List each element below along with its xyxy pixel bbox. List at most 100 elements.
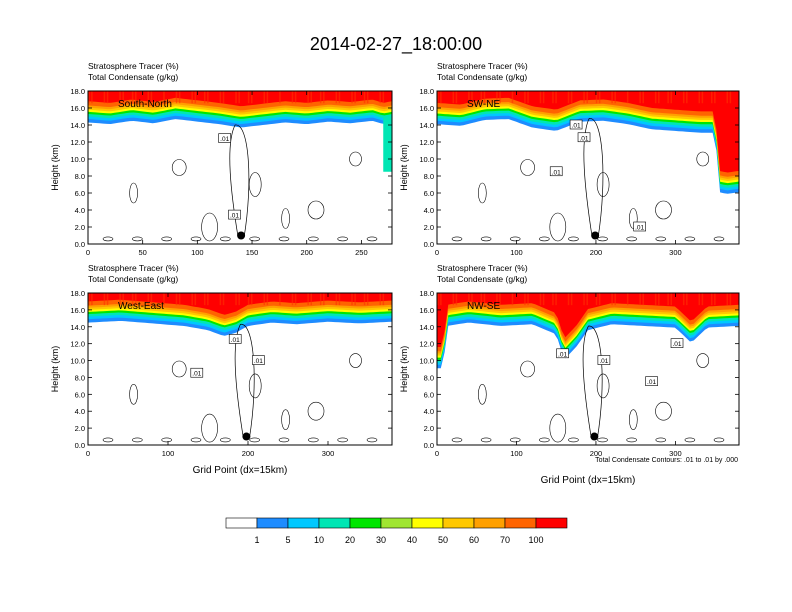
plot-frame xyxy=(87,292,393,446)
y-tick-label: 0.0 xyxy=(424,441,434,450)
colorbar-label: 100 xyxy=(528,535,543,545)
tracer-streak xyxy=(178,293,181,306)
tracer-streak xyxy=(91,91,93,104)
tracer-streak xyxy=(119,293,121,306)
x-tick-label: 0 xyxy=(435,449,439,458)
y-tick-label: 10.0 xyxy=(419,155,434,164)
tracer-streak xyxy=(150,91,153,104)
colorbar-label: 10 xyxy=(314,535,324,545)
tracer-streak xyxy=(726,293,729,306)
y-tick-label: 4.0 xyxy=(424,407,434,416)
contour-label-box xyxy=(228,334,242,344)
tracer-streak xyxy=(642,91,644,104)
tracer-streak xyxy=(263,293,266,306)
y-tick-label: 12.0 xyxy=(419,138,434,147)
x-axis-label: Grid Point (dx=15km) xyxy=(541,475,636,486)
tracer-streak xyxy=(250,293,253,306)
tracer-streak xyxy=(379,91,381,104)
x-axis-label: Grid Point (dx=15km) xyxy=(193,465,288,476)
tracer-streak xyxy=(455,91,458,104)
tracer-streak xyxy=(219,293,222,306)
tracer-streak xyxy=(511,293,514,306)
y-tick-label: 4.0 xyxy=(75,206,85,215)
tracer-streak xyxy=(710,293,713,306)
condensate-contour xyxy=(655,437,667,443)
condensate-contour xyxy=(583,118,604,238)
x-tick-label: 200 xyxy=(590,449,603,458)
colorbar-label: 1 xyxy=(254,535,259,545)
y-tick-label: 16.0 xyxy=(70,306,85,315)
colorbar-swatch xyxy=(504,517,537,529)
tracer-streak xyxy=(567,91,570,104)
x-tick-label: 100 xyxy=(510,248,523,257)
tracer-streak xyxy=(150,293,153,306)
condensate-contour xyxy=(220,236,231,242)
tracer-streak xyxy=(552,91,554,104)
condensate-contour xyxy=(201,212,218,242)
tracer-streak xyxy=(106,293,109,306)
y-tick-label: 10.0 xyxy=(419,357,434,366)
tracer-streak xyxy=(323,91,325,104)
condensate-contour xyxy=(549,212,567,242)
colorbar-swatch xyxy=(256,517,289,529)
tracer-streak xyxy=(642,293,644,306)
colorbar-swatch xyxy=(473,517,506,529)
tracer-streak xyxy=(207,293,209,306)
x-tick-label: 100 xyxy=(162,449,175,458)
tracer-streak xyxy=(440,91,442,104)
contour-label: .01 xyxy=(220,136,229,143)
condensate-contour xyxy=(684,437,696,443)
contour-label-box xyxy=(569,119,583,130)
condensate-contour xyxy=(520,360,535,378)
y-axis-label: Height (km) xyxy=(50,346,60,393)
y-tick-label: 2.0 xyxy=(424,223,434,232)
figure-title: 2014-02-27_18:00:00 xyxy=(310,34,482,55)
tracer-streak xyxy=(247,91,250,104)
condensate-contour xyxy=(278,236,290,242)
condensate-contour xyxy=(451,437,463,443)
condensate-contour xyxy=(307,401,325,421)
tracer-streak xyxy=(567,293,570,306)
tracer-streak xyxy=(468,293,470,306)
y-tick-label: 6.0 xyxy=(424,189,434,198)
panel-label: SW-NE xyxy=(467,99,500,110)
condensate-contour xyxy=(628,208,638,229)
condensate-contour xyxy=(337,236,348,242)
condensate-contour xyxy=(349,151,362,167)
tracer-streak xyxy=(595,91,598,104)
tracer-streak xyxy=(598,91,601,104)
tracer-streak xyxy=(658,293,660,306)
x-tick-label: 200 xyxy=(300,248,313,257)
tracer-streak xyxy=(119,91,121,104)
condensate-contour xyxy=(597,236,608,242)
tracer-streak xyxy=(363,91,366,104)
panel-1: Stratosphere Tracer (%)Total Condensate … xyxy=(399,61,740,257)
contour-label-box xyxy=(556,348,569,359)
tracer-streak xyxy=(291,293,294,306)
tracer-streak xyxy=(219,91,222,104)
tracer-streak xyxy=(294,293,297,306)
tracer-layer xyxy=(437,91,739,177)
tracer-streak xyxy=(483,293,486,306)
tracer-streak xyxy=(639,91,641,104)
condensate-contour xyxy=(190,437,202,443)
tracer-streak xyxy=(686,293,688,306)
tracer-streak xyxy=(698,293,701,306)
y-tick-label: 10.0 xyxy=(70,155,85,164)
y-axis-label: Height (km) xyxy=(50,144,60,191)
condensate-contour xyxy=(229,124,250,238)
tracer-streak xyxy=(222,91,225,104)
condensate-contour xyxy=(509,236,521,242)
y-tick-label: 8.0 xyxy=(424,373,434,382)
y-tick-label: 8.0 xyxy=(75,172,85,181)
y-tick-label: 12.0 xyxy=(419,340,434,349)
x-tick-label: 300 xyxy=(669,449,682,458)
tracer-streak xyxy=(366,91,369,104)
condensate-contour xyxy=(161,236,172,242)
tracer-streak xyxy=(483,91,486,104)
tracer-streak xyxy=(701,293,704,306)
tracer-streak xyxy=(235,91,237,104)
x-tick-label: 200 xyxy=(242,449,255,458)
tracer-streak xyxy=(440,293,442,306)
tracer-streak xyxy=(654,91,657,104)
